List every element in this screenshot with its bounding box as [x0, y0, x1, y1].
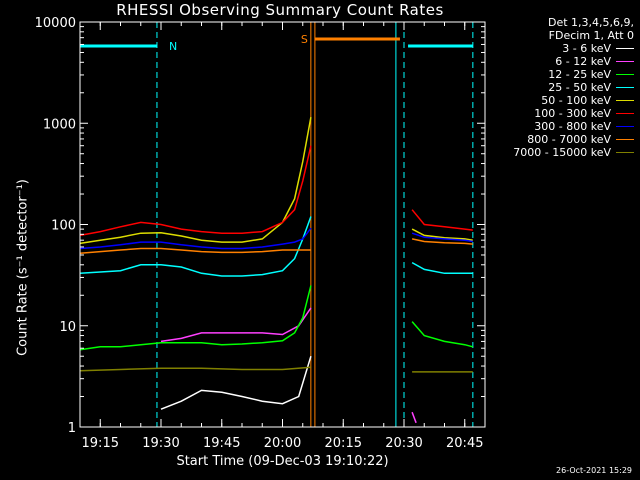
x-tick-label: 19:45 — [203, 436, 240, 451]
series-line — [79, 285, 312, 351]
legend-entry: 7000 - 15000 keV — [513, 146, 634, 159]
series-line — [79, 247, 311, 255]
legend-label: 800 - 7000 keV — [527, 133, 611, 146]
legend-swatch — [616, 74, 634, 75]
x-tick-label: 19:15 — [82, 436, 119, 451]
legend-swatch — [616, 87, 634, 88]
series-line — [160, 355, 312, 410]
legend-entry: 50 - 100 keV — [513, 94, 634, 107]
legend-entry: 6 - 12 keV — [513, 55, 634, 68]
y-tick-label: 10 — [59, 320, 76, 335]
legend-swatch — [616, 113, 634, 114]
legend-header-line: Det 1,3,4,5,6,9, — [547, 16, 634, 29]
y-tick-label: 100 — [51, 219, 76, 234]
flag-label: N — [169, 40, 177, 53]
series-line — [411, 411, 417, 424]
legend-label: 300 - 800 keV — [534, 120, 611, 133]
y-axis-label: Count Rate (s⁻¹ detector⁻¹) — [15, 179, 31, 356]
timestamp: 26-Oct-2021 15:29 — [556, 466, 632, 475]
x-tick-label: 19:30 — [142, 436, 179, 451]
series-line — [79, 216, 312, 277]
legend-entry: 25 - 50 keV — [513, 81, 634, 94]
legend-label: 12 - 25 keV — [548, 68, 611, 81]
series-line — [79, 116, 312, 245]
x-tick-label: 20:45 — [446, 436, 483, 451]
axes-ticks: 19:15 19:30 19:45 20:00 20:15 20:30 20:45 1 10 10… — [35, 16, 486, 451]
flag-bars: SN — [80, 33, 473, 53]
legend-swatch — [616, 139, 634, 140]
series-line — [411, 238, 473, 245]
legend-label: 3 - 6 keV — [562, 42, 611, 55]
series-line — [79, 145, 312, 237]
series-line — [160, 307, 312, 343]
legend-swatch — [616, 126, 634, 127]
series-line — [411, 228, 473, 241]
legend-entry: 12 - 25 keV — [513, 68, 634, 81]
x-tick-label: 20:15 — [325, 436, 362, 451]
legend-label: 6 - 12 keV — [555, 55, 611, 68]
legend-entry: 300 - 800 keV — [513, 120, 634, 133]
x-axis-label: Start Time (09-Dec-03 19:10:22) — [176, 454, 389, 469]
series-line — [411, 232, 473, 243]
legend-swatch — [616, 100, 634, 101]
legend: Det 1,3,4,5,6,9, FDecim 1, Att 0 3 - 6 k… — [513, 16, 634, 159]
series-line — [411, 209, 473, 231]
series-line — [411, 261, 473, 275]
legend-entry: 100 - 300 keV — [513, 107, 634, 120]
series-line — [79, 366, 311, 372]
legend-swatch — [616, 48, 634, 49]
legend-label: 100 - 300 keV — [534, 107, 611, 120]
legend-swatch — [616, 152, 634, 153]
series-lines — [79, 116, 473, 424]
legend-entry: 3 - 6 keV — [513, 42, 634, 55]
x-tick-label: 20:00 — [264, 436, 301, 451]
chart-title: RHESSI Observing Summary Count Rates — [116, 1, 444, 19]
legend-label: 7000 - 15000 keV — [513, 146, 611, 159]
series-line — [79, 227, 312, 250]
series-line — [411, 321, 473, 348]
legend-swatch — [616, 61, 634, 62]
legend-entry: 800 - 7000 keV — [513, 133, 634, 146]
y-tick-label: 10000 — [35, 16, 76, 31]
legend-header-line: FDecim 1, Att 0 — [548, 29, 634, 42]
y-tick-label: 1 — [68, 421, 76, 436]
legend-label: 25 - 50 keV — [548, 81, 611, 94]
x-tick-label: 20:30 — [385, 436, 422, 451]
legend-label: 50 - 100 keV — [541, 94, 611, 107]
flag-label: S — [301, 33, 308, 46]
y-tick-label: 1000 — [43, 117, 76, 132]
